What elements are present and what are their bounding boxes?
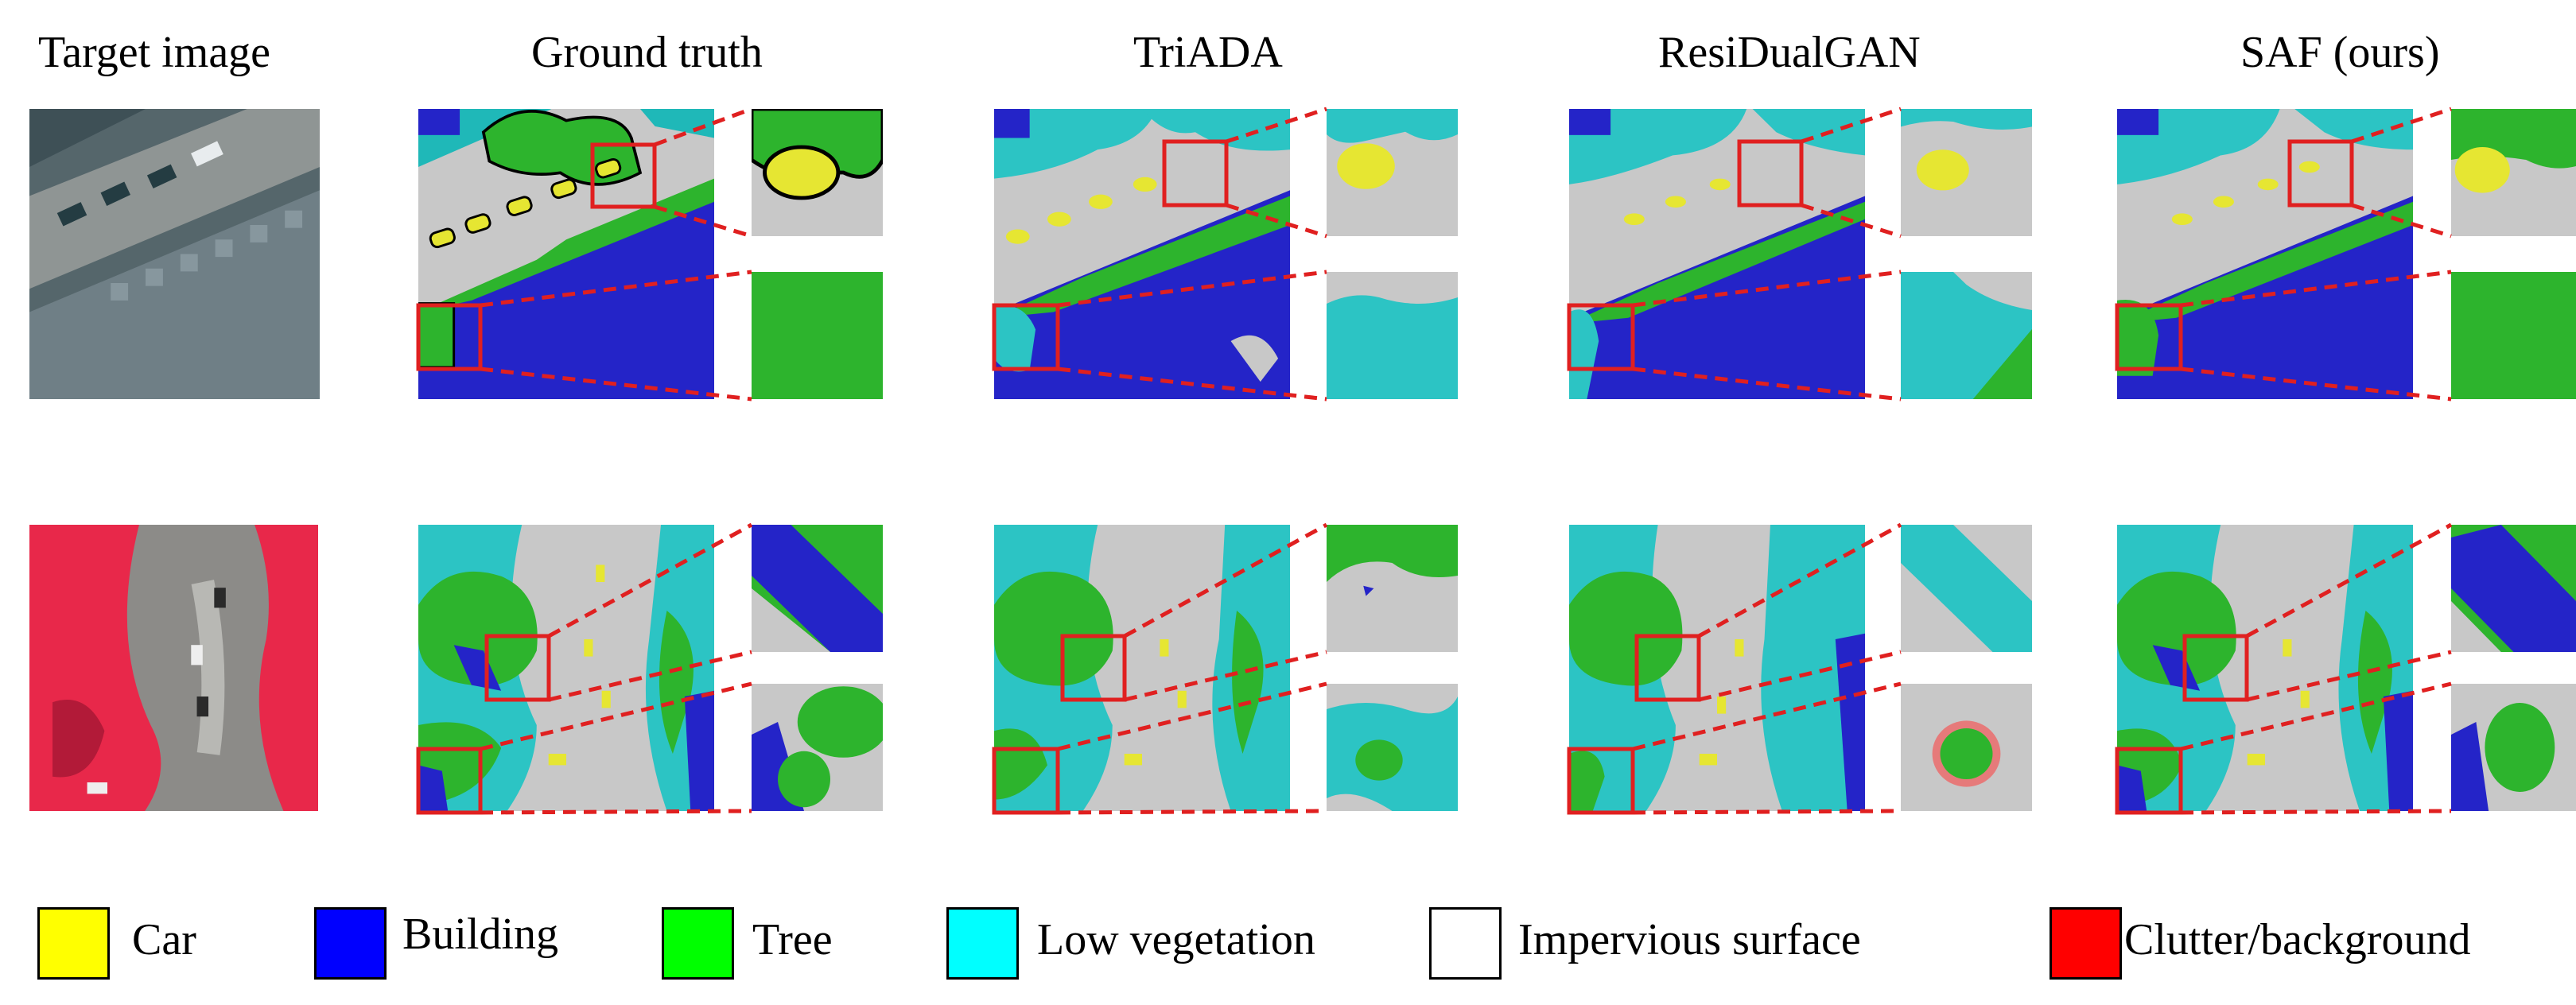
legend-swatch-clutter-background [2050, 907, 2122, 980]
residualgan-zoom-bottom-row2 [1901, 684, 2032, 811]
legend-label-clutter-background: Clutter/background [2124, 915, 2471, 964]
ground-truth-zoom-top-row1 [752, 109, 883, 236]
saf-map-row1 [2117, 109, 2413, 399]
ground-truth-zoom-top-row2 [752, 525, 883, 652]
saf-zoom-bottom-row1 [2451, 272, 2576, 399]
saf-zoom-top-row1 [2451, 109, 2576, 236]
triada-zoom-top-row1 [1327, 109, 1458, 236]
ground-truth-map-row2 [418, 525, 714, 811]
triada-map-row2 [994, 525, 1290, 811]
saf-zoom-bottom-row2 [2451, 684, 2576, 811]
saf-map-row2 [2117, 525, 2413, 811]
triada-map-row1 [994, 109, 1290, 399]
residualgan-map-row1 [1569, 109, 1865, 399]
triada-zoom-bottom-row2 [1327, 684, 1458, 811]
residualgan-map-row2 [1569, 525, 1865, 811]
legend-swatch-low-vegetation [946, 907, 1019, 980]
legend-swatch-tree [662, 907, 734, 980]
legend-swatch-building [314, 907, 387, 980]
residualgan-zoom-top-row1 [1901, 109, 2032, 236]
legend-label-car: Car [132, 915, 196, 964]
saf-zoom-top-row2 [2451, 525, 2576, 652]
column-title-target: Target image [38, 28, 271, 77]
residualgan-zoom-bottom-row1 [1901, 272, 2032, 399]
legend-swatch-impervious-surface [1429, 907, 1502, 980]
target-image-row2 [29, 525, 318, 811]
ground-truth-zoom-bottom-row1 [752, 272, 883, 399]
target-image-row1 [29, 109, 320, 399]
triada-zoom-top-row2 [1327, 525, 1458, 652]
legend-label-low-vegetation: Low vegetation [1037, 915, 1315, 964]
column-title-triada: TriADA [1133, 28, 1283, 77]
legend-label-building: Building [402, 910, 559, 959]
column-title-residualgan: ResiDualGAN [1658, 28, 1921, 77]
triada-zoom-bottom-row1 [1327, 272, 1458, 399]
legend-label-tree: Tree [752, 915, 833, 964]
column-title-ground-truth: Ground truth [531, 28, 763, 77]
residualgan-zoom-top-row2 [1901, 525, 2032, 652]
legend-swatch-car [37, 907, 110, 980]
column-title-saf: SAF (ours) [2240, 28, 2440, 77]
ground-truth-map-row1 [418, 109, 714, 399]
ground-truth-zoom-bottom-row2 [752, 684, 883, 811]
legend-label-impervious-surface: Impervious surface [1518, 915, 1861, 964]
